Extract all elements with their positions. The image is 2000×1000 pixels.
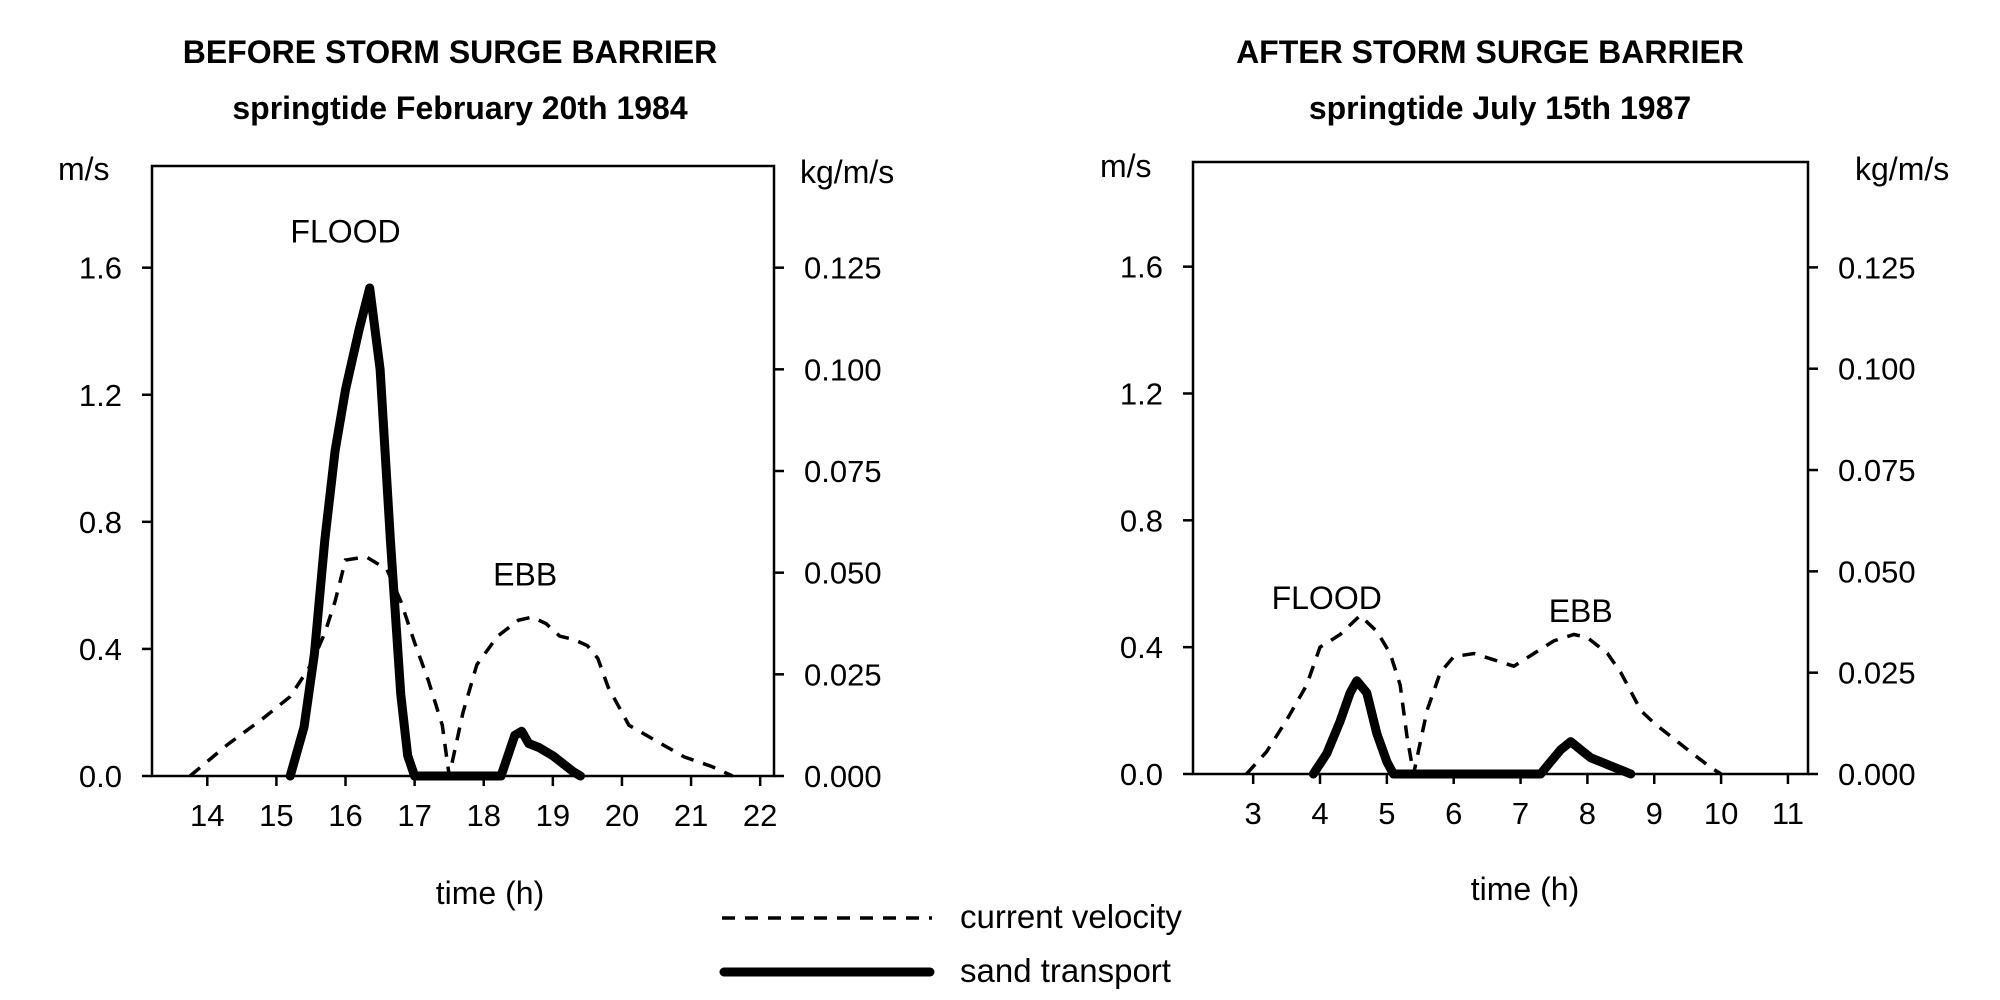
y-left-tick-label: 1.2 xyxy=(1120,376,1163,411)
x-tick-label: 16 xyxy=(328,798,362,833)
y-left-tick-label: 0.8 xyxy=(1120,503,1163,538)
chart-subtitle: springtide July 15th 1987 xyxy=(1309,90,1691,126)
chart-title: AFTER STORM SURGE BARRIER xyxy=(1236,34,1744,70)
x-tick-label: 3 xyxy=(1245,796,1262,831)
chart-after-barrier: AFTER STORM SURGE BARRIER springtide Jul… xyxy=(1100,34,1949,907)
series-lines xyxy=(1245,613,1723,779)
series-sand-transport xyxy=(285,283,585,781)
annotation-ebb: EBB xyxy=(493,556,557,592)
plot-frame xyxy=(1191,160,1810,776)
y-right-tick-label: 0.125 xyxy=(804,251,882,286)
axis-ticks: 14 15 16 17 18 19 20 21 22 0.0 0.4 0.8 1.2 1.6 0.000 0.… xyxy=(79,251,882,833)
legend-velocity-label: current velocity xyxy=(960,898,1182,935)
x-tick-label: 5 xyxy=(1378,796,1395,831)
series-current-velocity xyxy=(1245,613,1723,776)
y-left-tick-label: 1.2 xyxy=(79,378,122,413)
y-left-tick-label: 0.4 xyxy=(79,632,122,667)
y-right-tick-label: 0.100 xyxy=(804,352,882,387)
y-left-tick-label: 0.8 xyxy=(79,505,122,540)
x-axis-label: time (h) xyxy=(1471,871,1579,907)
y-right-tick-label: 0.025 xyxy=(804,657,882,692)
chart-subtitle: springtide February 20th 1984 xyxy=(232,90,687,126)
chart-title: BEFORE STORM SURGE BARRIER xyxy=(183,34,718,70)
x-tick-label: 15 xyxy=(259,798,293,833)
right-axis-unit: kg/m/s xyxy=(1855,151,1949,187)
x-tick-label: 22 xyxy=(743,798,777,833)
right-axis-unit: kg/m/s xyxy=(800,154,894,190)
x-tick-label: 20 xyxy=(605,798,639,833)
y-right-tick-label: 0.075 xyxy=(1838,453,1916,488)
annotations: FLOOD EBB xyxy=(290,213,557,592)
series-lines xyxy=(188,283,734,781)
x-tick-label: 14 xyxy=(190,798,224,833)
x-tick-label: 9 xyxy=(1646,796,1663,831)
plot-frame xyxy=(150,164,776,778)
x-tick-label: 4 xyxy=(1311,796,1328,831)
x-tick-label: 7 xyxy=(1512,796,1529,831)
annotation-flood: FLOOD xyxy=(290,213,400,249)
left-axis-unit: m/s xyxy=(58,151,110,187)
y-left-tick-label: 1.6 xyxy=(79,251,122,286)
y-right-tick-label: 0.100 xyxy=(1838,352,1916,387)
x-tick-label: 10 xyxy=(1704,796,1738,831)
y-right-tick-label: 0.000 xyxy=(804,759,882,794)
annotation-flood: FLOOD xyxy=(1272,580,1382,616)
annotation-ebb: EBB xyxy=(1549,593,1613,629)
y-right-tick-label: 0.075 xyxy=(804,454,882,489)
annotations: FLOOD EBB xyxy=(1272,580,1613,629)
x-axis-label: time (h) xyxy=(436,875,544,911)
y-right-tick-label: 0.025 xyxy=(1838,656,1916,691)
x-tick-label: 11 xyxy=(1772,796,1804,831)
x-tick-label: 6 xyxy=(1445,796,1462,831)
y-left-tick-label: 0.4 xyxy=(1120,630,1163,665)
y-left-tick-label: 0.0 xyxy=(79,759,122,794)
y-right-tick-label: 0.000 xyxy=(1838,757,1916,792)
series-current-velocity xyxy=(188,554,734,778)
left-axis-unit: m/s xyxy=(1100,148,1152,184)
x-tick-label: 19 xyxy=(536,798,570,833)
x-tick-label: 21 xyxy=(674,798,708,833)
x-tick-label: 8 xyxy=(1579,796,1596,831)
series-sand-transport xyxy=(1308,676,1636,779)
legend: current velocity sand transport xyxy=(719,898,1182,989)
legend-sand-label: sand transport xyxy=(960,952,1171,989)
chart-before-barrier: BEFORE STORM SURGE BARRIER springtide Fe… xyxy=(58,34,894,911)
y-right-tick-label: 0.050 xyxy=(1838,554,1916,589)
axis-ticks: 3 4 5 6 7 8 9 10 11 0.0 0.4 0.8 1.2 1.6 0.000 0.025 0.05… xyxy=(1120,250,1916,831)
x-tick-label: 17 xyxy=(397,798,431,833)
y-right-tick-label: 0.050 xyxy=(804,556,882,591)
x-tick-label: 18 xyxy=(466,798,500,833)
y-right-tick-label: 0.125 xyxy=(1838,250,1916,285)
y-left-tick-label: 1.6 xyxy=(1120,250,1163,285)
y-left-tick-label: 0.0 xyxy=(1120,757,1163,792)
